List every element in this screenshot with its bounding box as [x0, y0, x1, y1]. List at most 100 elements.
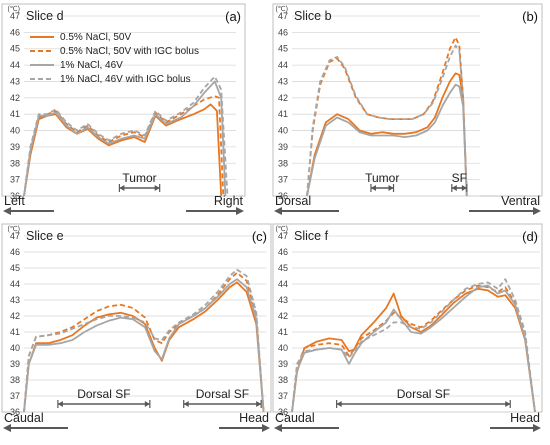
y-tick-label: 39	[10, 142, 20, 152]
y-tick-label: 39	[10, 359, 20, 369]
direction-left-arrowhead	[3, 424, 11, 432]
y-tick-label: 36	[278, 191, 288, 201]
direction-left-arrowhead	[274, 207, 282, 215]
series-line-2	[291, 284, 536, 413]
panel-label: (d)	[522, 229, 538, 244]
direction-right-arrowhead	[262, 424, 270, 432]
y-tick-label: 39	[278, 142, 288, 152]
legend-label: 0.5% NaCl, 50V	[60, 32, 131, 43]
panel-title: Slice e	[26, 229, 64, 243]
direction-left-arrowhead	[3, 207, 11, 215]
y-tick-label: 43	[10, 295, 20, 305]
direction-left-label: Dorsal	[275, 194, 311, 208]
y-tick-label: 36	[278, 407, 288, 417]
y-tick-label: 46	[278, 27, 288, 37]
y-tick-label: 37	[278, 175, 288, 185]
annotation-label: Dorsal SF	[196, 387, 249, 401]
y-tick-label: 38	[278, 158, 288, 168]
y-tick-label: 43	[278, 295, 288, 305]
legend-label: 1% NaCl, 46V with IGC bolus	[60, 74, 191, 85]
y-tick-label: 47	[10, 231, 20, 241]
direction-left-label: Caudal	[275, 411, 315, 425]
direction-left-label: Caudal	[4, 411, 44, 425]
y-tick-label: 41	[278, 327, 288, 337]
direction-right-label: Ventral	[501, 194, 540, 208]
y-tick-label: 43	[278, 76, 288, 86]
direction-right-arrowhead	[236, 207, 244, 215]
panel-title: Slice d	[26, 9, 64, 23]
y-tick-label: 42	[10, 93, 20, 103]
y-tick-label: 39	[278, 359, 288, 369]
legend-label: 0.5% NaCl, 50V with IGC bolus	[60, 46, 199, 57]
series-line-2	[306, 36, 468, 197]
y-tick-label: 46	[10, 27, 20, 37]
y-tick-label: 40	[10, 343, 20, 353]
y-tick-label: 47	[278, 231, 288, 241]
panel-frame	[272, 223, 543, 413]
panel-label: (c)	[252, 229, 267, 244]
direction-right-label: Head	[239, 411, 269, 425]
series-line-4	[23, 75, 229, 197]
series-line-2	[23, 95, 225, 197]
y-tick-label: 45	[10, 263, 20, 273]
series-line-3	[306, 83, 468, 197]
y-tick-label: 41	[278, 109, 288, 119]
y-tick-label: 47	[278, 11, 288, 21]
series-line-4	[306, 44, 468, 197]
panel-label: (a)	[225, 9, 241, 24]
panel-label: (b)	[522, 9, 538, 24]
y-tick-label: 37	[10, 175, 20, 185]
annotation-arrowheads	[451, 185, 467, 191]
unit-label: (℃)	[275, 6, 288, 13]
y-tick-label: 42	[278, 93, 288, 103]
annotation-label: Tumor	[122, 171, 156, 185]
y-tick-label: 38	[10, 375, 20, 385]
y-tick-label: 42	[10, 311, 20, 321]
direction-right-arrowhead	[533, 207, 541, 215]
unit-label: (℃)	[7, 6, 20, 13]
y-tick-label: 45	[278, 263, 288, 273]
y-tick-label: 46	[10, 247, 20, 257]
y-tick-label: 47	[10, 11, 20, 21]
y-tick-label: 45	[10, 44, 20, 54]
annotation-arrowheads	[370, 185, 394, 191]
panel-title: Slice b	[294, 9, 332, 23]
y-tick-label: 41	[10, 327, 20, 337]
direction-left-label: Left	[4, 194, 25, 208]
y-tick-label: 40	[278, 126, 288, 136]
direction-left-arrowhead	[274, 424, 282, 432]
y-tick-label: 44	[10, 279, 20, 289]
series-line-3	[23, 80, 227, 197]
y-tick-label: 40	[10, 126, 20, 136]
y-tick-label: 37	[10, 391, 20, 401]
y-tick-label: 43	[10, 76, 20, 86]
series-line-4	[291, 278, 536, 413]
series-line-3	[23, 278, 265, 413]
direction-right-arrowhead	[533, 424, 541, 432]
series-line-4	[23, 268, 265, 413]
y-tick-label: 44	[10, 60, 20, 70]
y-tick-label: 45	[278, 44, 288, 54]
annotation-arrowheads	[119, 185, 160, 191]
y-tick-label: 37	[278, 391, 288, 401]
annotation-label: SF	[452, 171, 467, 185]
y-tick-label: 38	[278, 375, 288, 385]
y-tick-label: 44	[278, 279, 288, 289]
y-tick-label: 42	[278, 311, 288, 321]
direction-right-label: Head	[510, 411, 540, 425]
annotation-label: Tumor	[365, 171, 399, 185]
y-tick-label: 40	[278, 343, 288, 353]
direction-right-label: Right	[214, 194, 244, 208]
y-tick-label: 36	[10, 407, 20, 417]
panel-title: Slice f	[294, 229, 329, 243]
series-line-1	[306, 72, 468, 197]
legend-label: 1% NaCl, 46V	[60, 60, 123, 71]
unit-label: (℃)	[7, 226, 20, 233]
y-tick-label: 36	[10, 191, 20, 201]
y-tick-label: 44	[278, 60, 288, 70]
unit-label: (℃)	[275, 226, 288, 233]
series-line-1	[23, 281, 265, 413]
y-tick-label: 46	[278, 247, 288, 257]
